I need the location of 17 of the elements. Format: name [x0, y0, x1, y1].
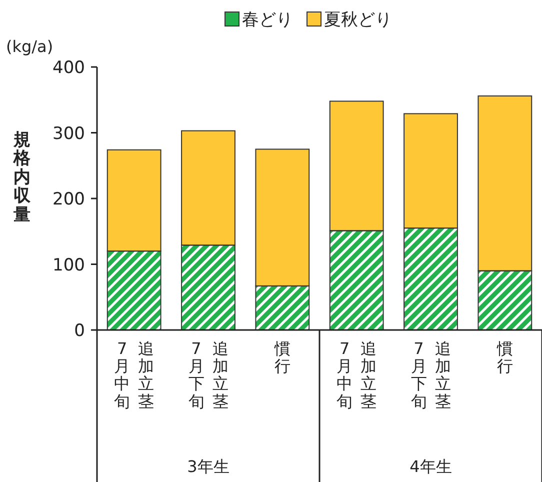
y-tick-label: 0 — [74, 321, 85, 341]
text: (kg/a) — [6, 37, 54, 56]
x-tick-label: 慣行 — [273, 339, 290, 376]
legend-label: 春どり — [242, 10, 293, 30]
legend-label: 夏秋どり — [324, 10, 392, 30]
y-axis-title: 規格内収量 — [12, 130, 32, 225]
y-tick-label: 200 — [52, 190, 85, 210]
category-label: 7月下旬追加立茎 — [410, 339, 451, 411]
category-label: 7月中旬追加立茎 — [336, 339, 377, 411]
text: 4年生 — [410, 457, 452, 476]
category-label: 7月下旬追加立茎 — [188, 339, 228, 411]
y-tick-label: 300 — [52, 124, 85, 144]
category-label: 7月中旬追加立茎 — [114, 339, 154, 411]
y-tick-label: 400 — [52, 58, 85, 78]
text: 3年生 — [187, 457, 230, 476]
y-tick-label: 100 — [52, 255, 85, 276]
x-tick-label: 慣行 — [496, 339, 513, 376]
